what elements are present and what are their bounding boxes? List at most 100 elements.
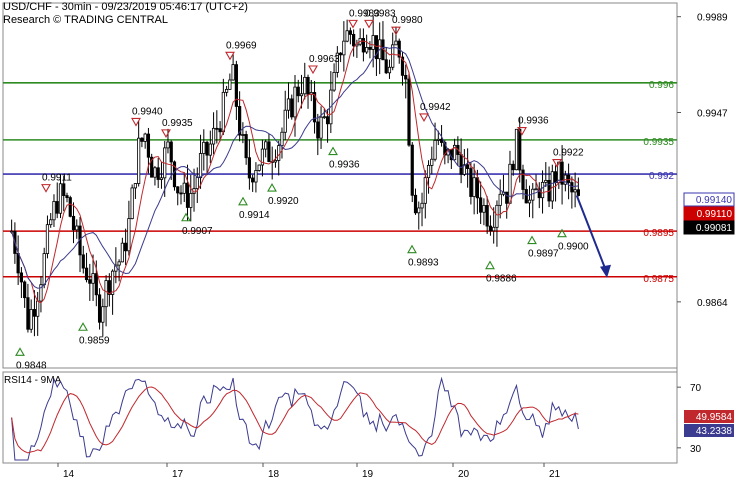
rsi-value-label: 49.9584 bbox=[696, 412, 733, 423]
time-axis-label: 18 bbox=[268, 469, 280, 480]
candle-body bbox=[267, 141, 271, 162]
trough-label: 0.9936 bbox=[329, 160, 360, 171]
candle-body bbox=[371, 35, 375, 50]
candle-body bbox=[534, 188, 538, 191]
candle-body bbox=[280, 131, 284, 147]
candle-body bbox=[234, 64, 238, 107]
candle-body bbox=[417, 207, 421, 214]
candle-body bbox=[394, 40, 398, 46]
peak-marker bbox=[419, 113, 429, 123]
candle-body bbox=[218, 128, 222, 133]
candle-body bbox=[420, 202, 424, 209]
candle-body bbox=[312, 92, 317, 123]
candle-body bbox=[387, 66, 392, 74]
peak-marker bbox=[41, 184, 51, 193]
moving-average-slow bbox=[11, 46, 579, 289]
candle-body bbox=[374, 35, 379, 60]
candle-body bbox=[143, 133, 147, 142]
candle-body bbox=[576, 189, 580, 196]
candle-body bbox=[211, 127, 216, 145]
candle-body bbox=[426, 164, 431, 179]
candle-body bbox=[550, 171, 554, 202]
trough-marker bbox=[238, 196, 248, 206]
trough-marker bbox=[407, 244, 417, 254]
candle-body bbox=[299, 93, 304, 97]
candle-body bbox=[492, 226, 496, 232]
candle-body bbox=[332, 72, 336, 91]
rsi-axis-label: 30 bbox=[690, 444, 702, 455]
main-plot-frame bbox=[2, 2, 678, 369]
candle-body bbox=[36, 300, 40, 317]
candle-body bbox=[247, 157, 251, 179]
candle-body bbox=[365, 47, 369, 53]
candle-body bbox=[75, 225, 79, 231]
candle-body bbox=[130, 187, 134, 220]
peak-label: 0.9911 bbox=[42, 173, 72, 184]
candle-body bbox=[68, 197, 72, 217]
peak-label: 0.9963 bbox=[309, 54, 340, 65]
candle-body bbox=[189, 193, 193, 208]
candle-body bbox=[52, 201, 56, 221]
candle-body bbox=[166, 141, 170, 149]
price-axis-label: 0.9947 bbox=[697, 109, 728, 120]
trough-label: 0.9859 bbox=[79, 335, 110, 346]
trough-marker bbox=[78, 322, 88, 331]
price-axis-label: 0.9989 bbox=[697, 13, 728, 24]
price-tag-label: 0.99140 bbox=[696, 195, 733, 206]
candle-body bbox=[215, 127, 219, 130]
candle-body bbox=[182, 182, 186, 194]
trough-marker bbox=[527, 235, 537, 245]
candle-body bbox=[29, 309, 33, 330]
candle-body bbox=[306, 76, 310, 95]
candle-body bbox=[81, 254, 85, 269]
candle-body bbox=[567, 174, 571, 183]
projection-arrow-head bbox=[600, 264, 611, 278]
candle-body bbox=[475, 177, 480, 199]
time-axis-label: 14 bbox=[63, 469, 75, 480]
candle-body bbox=[537, 188, 541, 199]
candle-body bbox=[488, 225, 493, 232]
price-tag bbox=[683, 220, 735, 235]
trough-label: 0.9914 bbox=[239, 210, 270, 221]
peak-marker bbox=[391, 26, 401, 36]
candle-body bbox=[508, 163, 512, 204]
candle-body bbox=[185, 182, 190, 208]
rsi-axis-label: 70 bbox=[690, 383, 702, 394]
candle-body bbox=[342, 40, 346, 56]
peak-marker bbox=[131, 117, 141, 127]
candle-body bbox=[88, 279, 92, 284]
candle-body bbox=[257, 164, 261, 171]
candle-body bbox=[224, 88, 229, 93]
candle-body bbox=[55, 201, 59, 214]
peak-label: 0.9983 bbox=[349, 8, 380, 19]
rsi-ma-line bbox=[11, 386, 579, 454]
candle-body bbox=[65, 195, 69, 199]
candle-body bbox=[303, 76, 307, 95]
candle-body bbox=[195, 177, 199, 189]
time-axis-label: 20 bbox=[458, 469, 470, 480]
peak-label: 0.9922 bbox=[553, 148, 584, 159]
candle-body bbox=[413, 194, 418, 214]
trough-label: 0.9893 bbox=[408, 258, 439, 269]
trough-marker bbox=[181, 212, 191, 222]
peak-marker bbox=[517, 127, 527, 136]
candle-body bbox=[120, 242, 124, 263]
candle-body bbox=[462, 164, 466, 175]
candle-body bbox=[361, 38, 366, 53]
candle-body bbox=[322, 116, 326, 119]
candle-body bbox=[410, 144, 414, 196]
candle-body bbox=[179, 192, 183, 195]
price-tag bbox=[683, 206, 735, 221]
candle-body bbox=[540, 181, 545, 199]
candle-body bbox=[202, 141, 206, 154]
candle-body bbox=[553, 171, 558, 183]
candle-body bbox=[159, 177, 164, 180]
candle-body bbox=[150, 156, 154, 178]
rsi-ma-value-tag bbox=[684, 424, 734, 437]
candle-body bbox=[505, 191, 509, 204]
chart-title: USD/CHF - 30min - 09/23/2019 05:46:17 (U… bbox=[3, 1, 248, 13]
candle-body bbox=[514, 128, 519, 171]
candle-body bbox=[71, 215, 76, 231]
candle-body bbox=[335, 52, 339, 73]
peak-marker bbox=[308, 65, 318, 75]
